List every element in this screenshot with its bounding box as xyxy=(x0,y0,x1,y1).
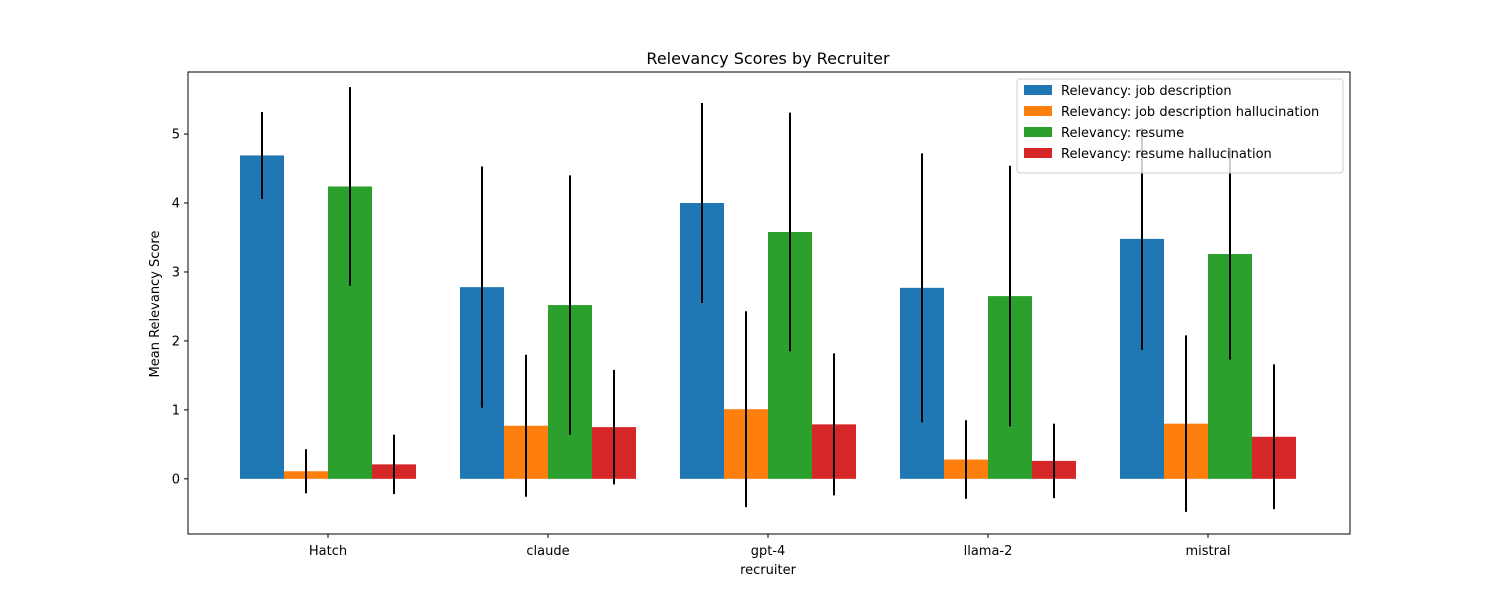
legend-entry: Relevancy: job description hallucination xyxy=(1061,105,1319,120)
legend-entry: Relevancy: resume hallucination xyxy=(1061,147,1272,162)
legend-entry: Relevancy: job description xyxy=(1061,84,1232,99)
x-tick-label: llama-2 xyxy=(964,544,1013,559)
axes-frame xyxy=(187,71,1351,535)
x-tick-label: mistral xyxy=(1185,544,1230,559)
x-axis-label: recruiter xyxy=(740,563,796,578)
bar-Hatch-series-0 xyxy=(240,155,284,479)
chart-title: Relevancy Scores by Recruiter xyxy=(646,49,890,68)
legend-entry: Relevancy: resume xyxy=(1061,126,1184,141)
y-tick-label: 2 xyxy=(172,334,180,349)
plot-area: 0 1 2 3 4 5 Hatch claude gpt-4 llama-2 mistral xyxy=(172,71,1351,559)
y-tick-label: 0 xyxy=(172,472,180,487)
y-axis-label: Mean Relevancy Score xyxy=(148,231,163,378)
y-tick-label: 3 xyxy=(172,265,180,280)
x-tick-label: gpt-4 xyxy=(751,544,786,559)
legend-swatch xyxy=(1024,127,1052,137)
legend-swatch xyxy=(1024,148,1052,158)
x-tick-label: claude xyxy=(526,544,569,559)
x-tick-label: Hatch xyxy=(309,544,347,559)
legend-swatch xyxy=(1024,85,1052,95)
legend-box xyxy=(1016,78,1344,174)
y-tick-label: 4 xyxy=(172,197,180,212)
y-tick-label: 1 xyxy=(172,403,180,418)
legend-swatch xyxy=(1024,106,1052,116)
legend: Relevancy: job description Relevancy: job… xyxy=(1016,78,1344,174)
y-tick-label: 5 xyxy=(172,128,180,143)
